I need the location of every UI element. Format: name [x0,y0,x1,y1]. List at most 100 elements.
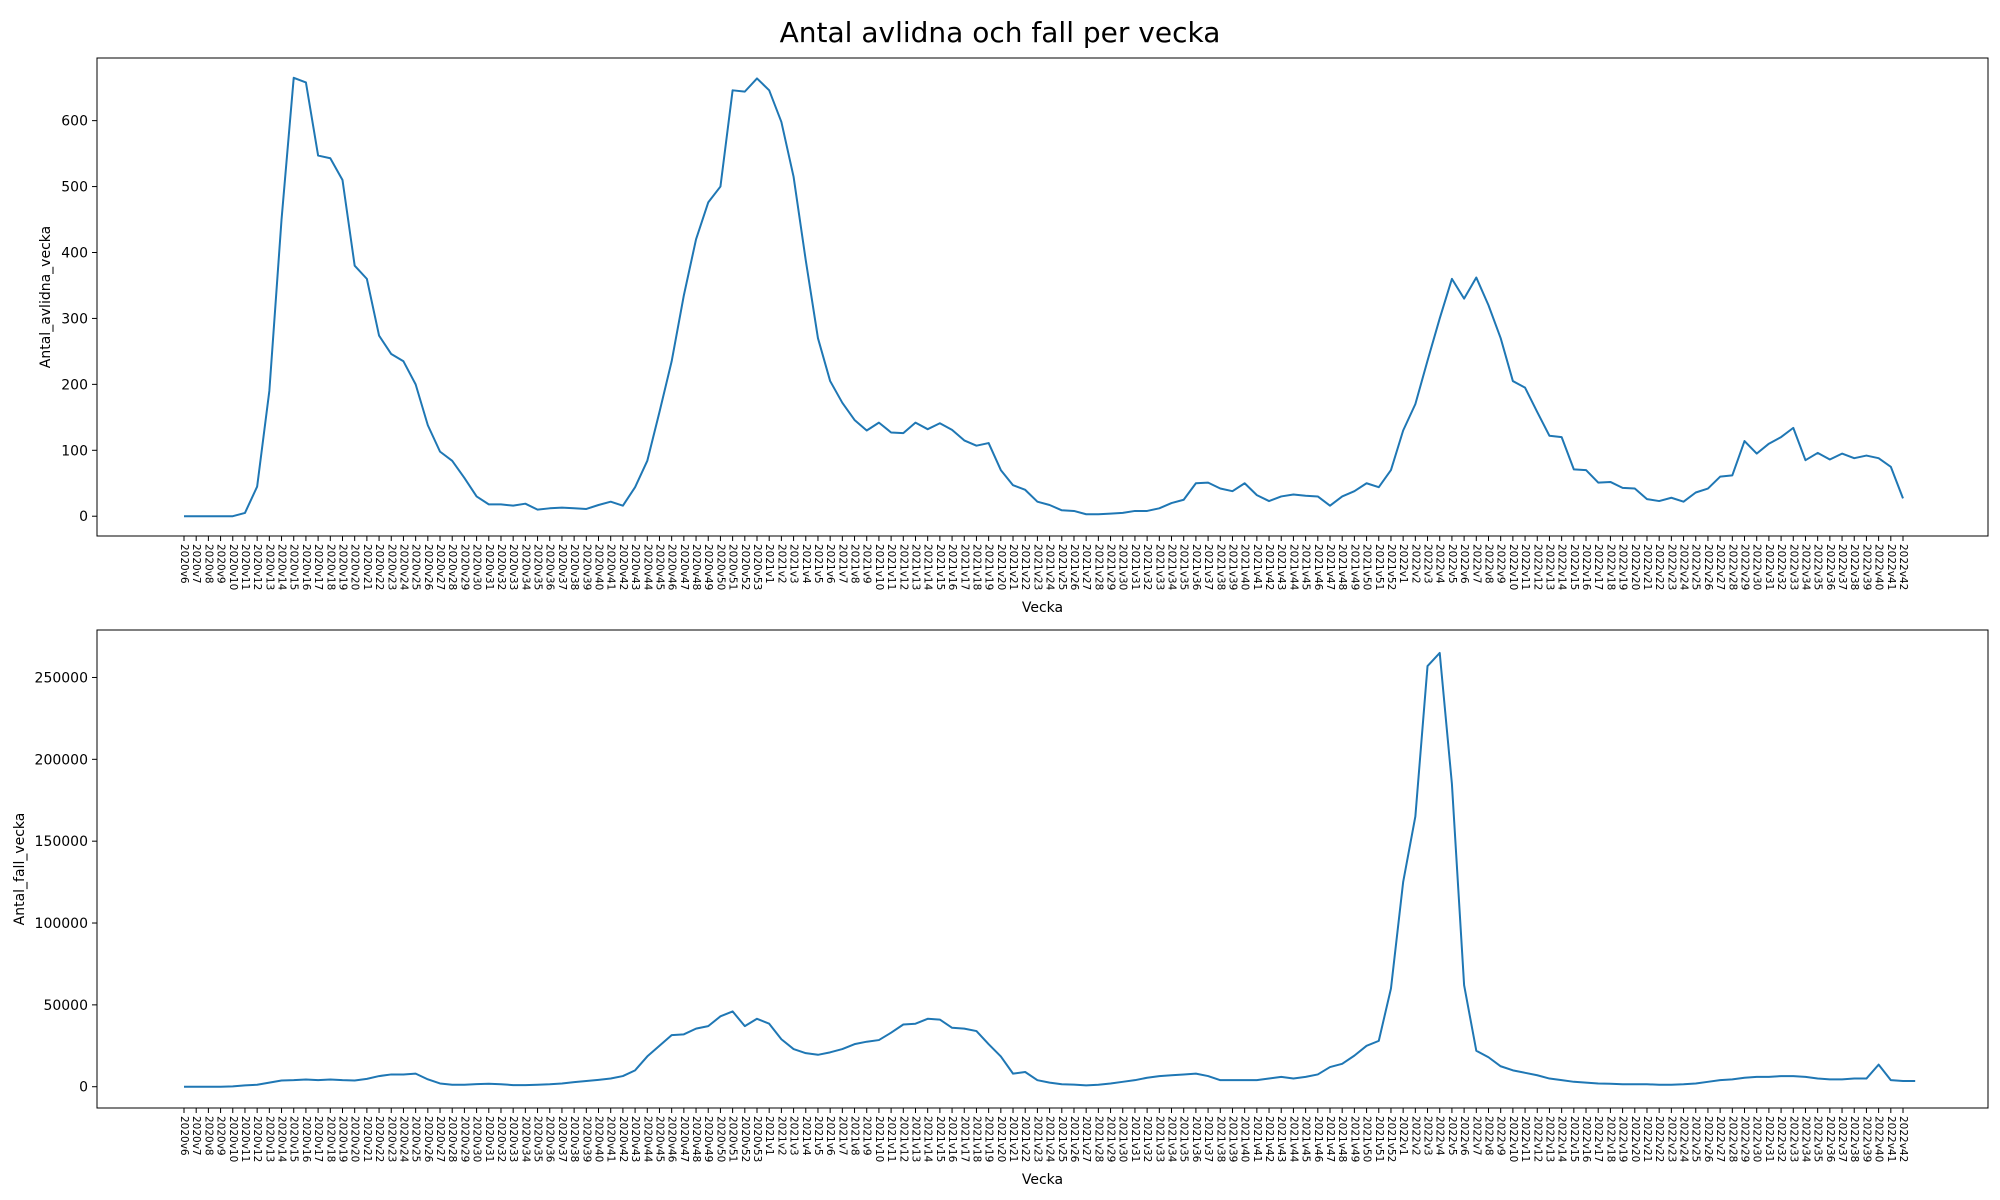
x-tick-label: 2021v2 [775,544,787,584]
x-tick-label: 2021v5 [812,1116,824,1156]
x-tick-label: 2021v49 [1348,544,1360,590]
x-tick-label: 2020v26 [422,1116,434,1163]
x-tick-label: 2020v28 [446,544,458,590]
x-tick-label: 2020v38 [568,544,580,590]
x-tick-label: 2021v10 [873,544,885,590]
x-tick-label: 2020v13 [263,544,275,590]
x-tick-label: 2022v7 [1470,1116,1482,1156]
x-tick-label: 2020v12 [251,1116,263,1162]
x-tick-label: 2021v39 [1226,1116,1238,1162]
x-tick-label: 2020v27 [434,544,446,590]
x-tick-label: 2020v33 [507,1116,519,1162]
x-tick-label: 2021v25 [1056,544,1068,590]
x-tick-label: 2021v6 [824,544,836,584]
x-tick-label: 2020v29 [458,1116,470,1162]
x-tick-label: 2020v21 [361,1116,373,1162]
x-tick-label: 2021v26 [1068,1116,1080,1163]
x-tick-label: 2022v8 [1482,544,1494,584]
x-tick-label: 2021v22 [1019,544,1031,590]
x-tick-label: 2021v9 [861,1116,873,1156]
x-tick-label: 2021v16 [946,1116,958,1163]
x-tick-label: 2020v32 [495,1116,507,1162]
x-tick-label: 2020v39 [580,1116,592,1162]
x-tick-label: 2020v47 [678,544,690,590]
x-tick-label: 2022v12 [1531,1116,1543,1162]
y-axis-label: Antal_fall_vecka [12,813,28,926]
x-tick-label: 2022v3 [1422,544,1434,584]
x-tick-label: 2020v35 [532,544,544,590]
x-tick-label: 2021v51 [1373,544,1385,590]
x-tick-label: 2022v39 [1860,544,1872,590]
x-tick-label: 2021v32 [1141,1116,1153,1162]
x-tick-label: 2021v43 [1275,1116,1287,1162]
y-tick-label: 400 [61,245,88,261]
x-tick-label: 2022v25 [1690,544,1702,590]
x-tick-label: 2021v46 [1312,544,1324,591]
x-tick-label: 2021v2 [775,1116,787,1156]
x-tick-label: 2022v40 [1873,1116,1885,1162]
x-tick-label: 2021v16 [946,544,958,591]
x-tick-label: 2021v7 [836,1116,848,1156]
x-tick-label: 2021v10 [873,1116,885,1162]
x-tick-label: 2021v27 [1080,544,1092,590]
x-tick-label: 2020v48 [690,1116,702,1162]
x-tick-label: 2022v22 [1653,1116,1665,1162]
x-tick-label: 2022v41 [1885,544,1897,590]
x-tick-label: 2022v29 [1739,1116,1751,1162]
x-tick-label: 2022v38 [1848,544,1860,590]
x-tick-label: 2021v37 [1202,1116,1214,1162]
x-tick-label: 2020v34 [519,544,531,591]
x-tick-label: 2021v17 [958,1116,970,1162]
x-tick-label: 2020v52 [739,544,751,590]
x-tick-label: 2022v17 [1592,1116,1604,1162]
x-tick-label: 2022v33 [1787,1116,1799,1162]
x-tick-label: 2020v38 [568,1116,580,1162]
x-tick-label: 2021v15 [934,1116,946,1162]
x-tick-label: 2022v24 [1678,1116,1690,1163]
x-tick-label: 2022v8 [1482,1116,1494,1156]
x-tick-label: 2020v11 [239,544,251,590]
x-tick-label: 2021v13 [909,544,921,590]
y-tick-label: 250000 [35,670,88,686]
x-tick-label: 2020v9 [215,1116,227,1156]
x-tick-label: 2022v1 [1397,544,1409,584]
x-tick-label: 2022v41 [1885,1116,1897,1162]
x-tick-label: 2021v26 [1068,544,1080,591]
x-tick-label: 2020v15 [288,544,300,590]
x-tick-label: 2022v5 [1446,544,1458,584]
x-tick-label: 2022v33 [1787,544,1799,590]
x-tick-label: 2020v6 [178,544,190,584]
x-tick-label: 2022v7 [1470,544,1482,584]
x-tick-label: 2020v45 [653,544,665,590]
x-tick-label: 2021v4 [800,544,812,584]
x-tick-label: 2021v12 [897,1116,909,1162]
x-tick-label: 2020v15 [288,1116,300,1162]
x-tick-label: 2021v14 [922,1116,934,1163]
x-tick-label: 2022v32 [1775,544,1787,590]
y-tick-label: 150000 [35,834,88,850]
x-tick-label: 2021v11 [885,544,897,590]
x-tick-label: 2020v7 [190,544,202,584]
x-tick-label: 2020v19 [336,1116,348,1162]
x-tick-label: 2020v47 [678,1116,690,1162]
x-tick-label: 2021v29 [1105,1116,1117,1162]
x-tick-label: 2022v27 [1714,544,1726,590]
x-tick-label: 2020v16 [300,544,312,591]
x-tick-label: 2021v40 [1239,544,1251,590]
x-tick-label: 2021v17 [958,544,970,590]
x-tick-label: 2020v9 [215,544,227,584]
x-tick-label: 2020v51 [727,1116,739,1162]
x-tick-label: 2021v33 [1153,1116,1165,1162]
x-tick-label: 2022v16 [1580,1116,1592,1163]
x-tick-label: 2022v11 [1519,544,1531,590]
x-tick-label: 2020v24 [397,1116,409,1163]
x-tick-label: 2021v33 [1153,544,1165,590]
x-tick-label: 2021v18 [970,1116,982,1162]
x-tick-label: 2021v23 [1031,544,1043,590]
x-axis-label: Vecka [1022,1172,1063,1188]
x-tick-label: 2021v47 [1324,544,1336,590]
x-tick-label: 2021v34 [1166,544,1178,591]
x-tick-label: 2022v2 [1409,1116,1421,1156]
x-tick-label: 2021v47 [1324,1116,1336,1162]
x-tick-label: 2021v3 [788,1116,800,1156]
